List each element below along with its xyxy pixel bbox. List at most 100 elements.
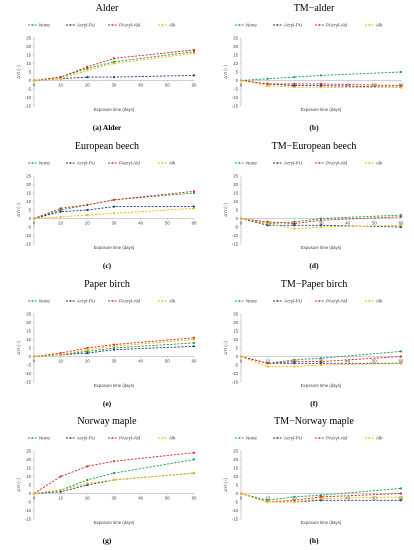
series-point-1 bbox=[399, 70, 403, 74]
y-tick-label: -10 bbox=[232, 95, 239, 100]
legend-marker-4 bbox=[368, 300, 371, 302]
series-point-2 bbox=[192, 74, 196, 77]
series-point-4 bbox=[266, 365, 269, 368]
series-point-4 bbox=[86, 348, 89, 351]
series-point-4 bbox=[239, 355, 243, 358]
x-tick-label: 10 bbox=[58, 83, 63, 88]
y-axis-title: ΔYI (−) bbox=[16, 478, 21, 492]
legend-marker-3 bbox=[111, 437, 114, 439]
panel-caption: (c) bbox=[103, 261, 112, 270]
series-point-4 bbox=[239, 492, 243, 495]
series-point-2 bbox=[266, 224, 269, 227]
series-point-3 bbox=[293, 499, 296, 502]
x-tick-label: 20 bbox=[292, 496, 297, 501]
series-point-1 bbox=[192, 458, 196, 461]
series-point-2 bbox=[112, 205, 116, 208]
y-tick-label: 25 bbox=[233, 173, 238, 178]
legend-marker-3 bbox=[111, 24, 114, 26]
series-point-2 bbox=[399, 225, 403, 229]
y-tick-label: -15 bbox=[232, 241, 239, 246]
x-tick-label: 40 bbox=[345, 221, 350, 226]
series-point-3 bbox=[59, 76, 62, 79]
panel-caption: (h) bbox=[309, 536, 319, 545]
x-tick-label: 60 bbox=[192, 496, 197, 501]
legend-marker-2 bbox=[69, 162, 72, 164]
series-point-4 bbox=[399, 495, 403, 498]
chart-title: TM−alder bbox=[294, 3, 335, 14]
series-point-4 bbox=[239, 79, 243, 82]
y-tick-label: -10 bbox=[232, 508, 239, 513]
x-tick-label: 10 bbox=[265, 359, 270, 364]
series-point-2 bbox=[293, 84, 296, 87]
series-line-4 bbox=[240, 80, 401, 88]
y-tick-label: 5 bbox=[29, 345, 32, 350]
x-tick-label: 50 bbox=[372, 359, 377, 364]
y-tick-label: 20 bbox=[26, 182, 31, 187]
x-tick-label: 40 bbox=[345, 359, 350, 364]
series-point-3 bbox=[319, 219, 323, 222]
y-tick-label: -10 bbox=[232, 371, 239, 376]
legend-label-1: None bbox=[39, 299, 50, 304]
series-point-4 bbox=[399, 86, 403, 89]
y-tick-label: 5 bbox=[236, 482, 239, 487]
series-point-4 bbox=[293, 86, 296, 89]
legend-label-2: Acryl-PU bbox=[284, 161, 302, 166]
y-tick-label: 5 bbox=[29, 482, 32, 487]
x-tick-label: 20 bbox=[85, 83, 90, 88]
x-tick-label: 20 bbox=[85, 221, 90, 226]
panel-caption: (f) bbox=[310, 399, 318, 408]
x-axis-title: Exposure time (days) bbox=[94, 383, 135, 388]
series-point-1 bbox=[399, 350, 403, 353]
legend-label-1: None bbox=[39, 161, 50, 166]
y-tick-label: 15 bbox=[233, 465, 238, 470]
x-tick-label: 30 bbox=[112, 496, 117, 501]
legend-marker-1 bbox=[238, 300, 241, 302]
chart-panel-8: TM−Norway maple None Acryl-PU PAcryl-Ald Alk… bbox=[223, 416, 404, 545]
y-tick-label: 0 bbox=[29, 491, 32, 496]
legend-marker-4 bbox=[368, 162, 371, 164]
legend-marker-1 bbox=[238, 162, 241, 164]
y-tick-label: 15 bbox=[26, 52, 31, 57]
series-point-1 bbox=[192, 341, 196, 344]
x-tick-label: 50 bbox=[372, 221, 377, 226]
series-point-4 bbox=[399, 224, 403, 227]
legend-marker-1 bbox=[31, 24, 34, 26]
series-point-2 bbox=[319, 84, 323, 87]
x-tick-label: 60 bbox=[399, 359, 404, 364]
y-tick-label: 25 bbox=[233, 35, 238, 40]
series-point-4 bbox=[112, 478, 116, 481]
series-point-1 bbox=[293, 220, 296, 223]
x-tick-label: 10 bbox=[58, 496, 63, 501]
legend-label-3: PAcryl-Ald bbox=[326, 23, 348, 28]
x-axis-title: Exposure time (days) bbox=[94, 520, 135, 525]
x-tick-label: 40 bbox=[345, 83, 350, 88]
series-point-4 bbox=[59, 215, 62, 218]
series-point-3 bbox=[293, 82, 296, 85]
series-point-3 bbox=[59, 352, 62, 355]
legend-marker-4 bbox=[161, 24, 164, 26]
x-tick-label: 60 bbox=[192, 221, 197, 226]
series-point-4 bbox=[32, 217, 36, 220]
y-tick-label: 5 bbox=[236, 345, 239, 350]
legend-marker-4 bbox=[161, 162, 164, 164]
series-point-1 bbox=[319, 217, 323, 220]
y-tick-label: 25 bbox=[26, 448, 31, 453]
y-tick-label: 10 bbox=[26, 474, 31, 479]
y-tick-label: -15 bbox=[232, 103, 239, 108]
y-axis-title: ΔYI (−) bbox=[16, 203, 21, 217]
x-tick-label: 0 bbox=[33, 221, 36, 226]
legend-label-1: None bbox=[39, 23, 50, 28]
series-point-1 bbox=[319, 357, 323, 360]
y-tick-label: 0 bbox=[236, 491, 239, 496]
legend-label-4: Alk bbox=[376, 161, 383, 166]
chart-title: TM−Norway maple bbox=[274, 416, 354, 427]
legend-marker-4 bbox=[161, 300, 164, 302]
panel-caption: (d) bbox=[309, 261, 319, 270]
y-axis-title: ΔYI (−) bbox=[223, 341, 228, 355]
series-point-4 bbox=[86, 214, 89, 217]
y-tick-label: 15 bbox=[26, 328, 31, 333]
series-point-3 bbox=[59, 475, 62, 478]
y-tick-label: 25 bbox=[26, 173, 31, 178]
y-tick-label: 15 bbox=[233, 52, 238, 57]
